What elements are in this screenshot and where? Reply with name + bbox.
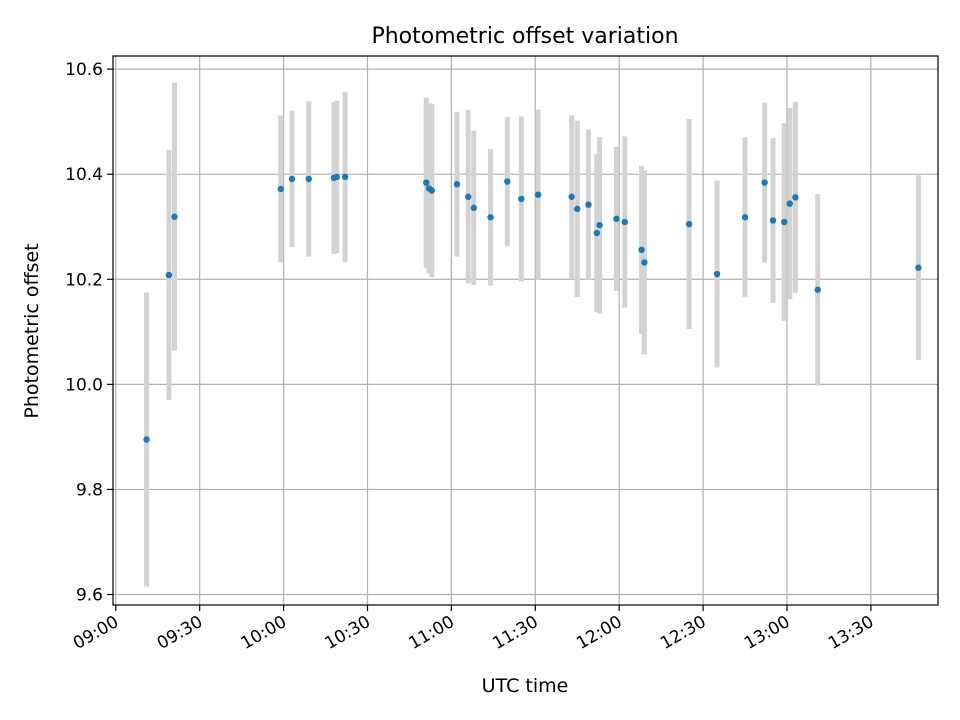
data-point	[786, 200, 793, 207]
data-point	[305, 175, 312, 183]
data-point	[165, 271, 173, 279]
data-point	[613, 215, 620, 223]
data-point	[814, 286, 821, 293]
data-point	[769, 217, 777, 224]
y-tick-label: 9.8	[76, 480, 103, 500]
y-axis-label: Photometric offset	[21, 243, 43, 418]
chart-title: Photometric offset variation	[371, 24, 678, 49]
data-point	[504, 178, 511, 185]
data-point	[341, 173, 349, 181]
data-point	[780, 218, 788, 226]
data-point	[428, 187, 436, 194]
data-point	[464, 193, 472, 200]
data-point	[423, 179, 430, 186]
grid	[113, 56, 938, 605]
data-point	[638, 246, 645, 254]
y-tick-label: 10.4	[65, 165, 103, 185]
data-points	[143, 173, 922, 443]
data-point	[333, 173, 340, 181]
y-tick-label: 10.6	[65, 60, 103, 80]
data-point	[277, 185, 284, 193]
data-point	[713, 270, 721, 278]
y-tick-label: 9.6	[76, 585, 103, 605]
data-point	[171, 213, 178, 220]
data-point	[792, 194, 799, 201]
data-point	[741, 214, 749, 221]
y-tick-label: 10.0	[65, 375, 103, 395]
data-point	[641, 259, 648, 266]
data-point	[470, 204, 477, 212]
y-axis-ticks: 9.6 9.8 10.0 10.2 10.4 10.6	[65, 60, 113, 605]
data-point	[453, 180, 461, 188]
data-point	[574, 205, 581, 213]
data-point	[761, 179, 768, 186]
data-point	[685, 220, 693, 228]
plot-frame	[112, 55, 939, 606]
x-axis-label: UTC time	[482, 675, 569, 697]
data-point	[518, 195, 525, 203]
y-tick-label: 10.2	[65, 270, 103, 290]
data-point	[568, 193, 575, 200]
data-point	[915, 264, 922, 271]
data-point	[534, 191, 542, 198]
data-point	[621, 218, 628, 226]
data-point	[143, 436, 150, 443]
data-point	[487, 214, 494, 221]
data-point	[585, 201, 592, 208]
data-point	[593, 229, 601, 237]
data-point	[596, 221, 603, 229]
data-point	[288, 175, 296, 183]
